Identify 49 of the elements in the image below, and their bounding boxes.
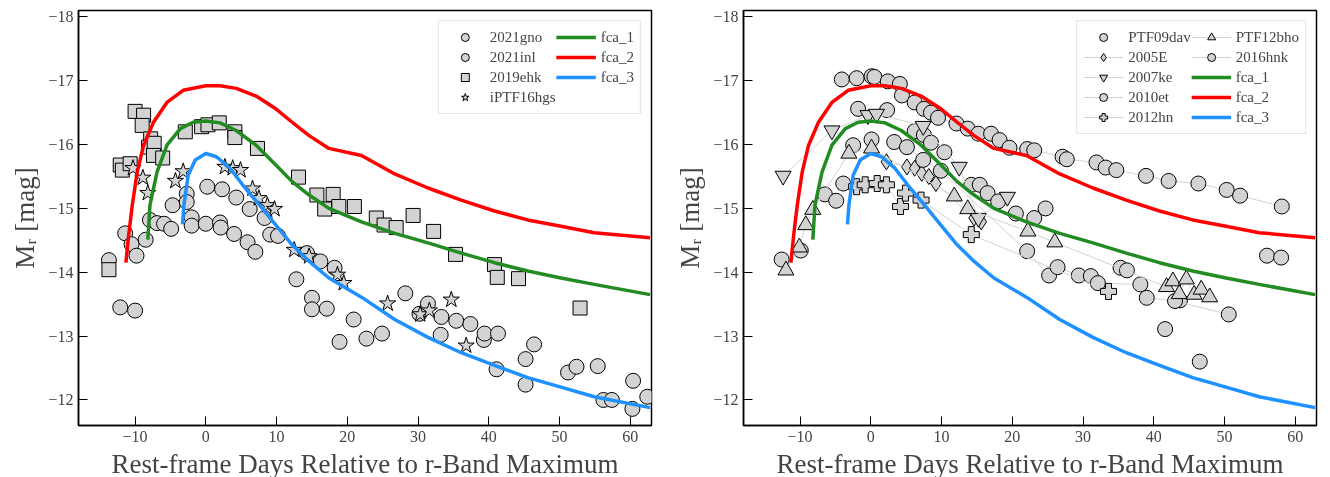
- legend-label: iPTF16hgs: [489, 88, 556, 106]
- y-tick-label: −16: [48, 136, 74, 154]
- y-tick-label: −14: [48, 263, 74, 281]
- x-tick-label: −10: [787, 427, 813, 445]
- x-tick-label: 40: [1145, 427, 1162, 445]
- legend-label: fca_3: [1235, 108, 1269, 126]
- x-tick-label: −10: [122, 427, 148, 445]
- legend-label: fca_1: [600, 28, 634, 46]
- legend-label: PTF09dav: [1128, 28, 1191, 46]
- y-tick-label: −17: [713, 72, 739, 90]
- x-tick-label: 0: [866, 427, 875, 445]
- x-tick-label: 50: [551, 427, 568, 445]
- legend-label: fca_3: [600, 68, 634, 86]
- y-axis-title: Mᵣ [mag]: [10, 167, 41, 269]
- y-tick-label: −14: [713, 263, 739, 281]
- x-tick-label: 30: [410, 427, 427, 445]
- x-tick-label: 50: [1216, 427, 1233, 445]
- legend-label: 2021inl: [489, 48, 536, 66]
- x-tick-label: 20: [339, 427, 356, 445]
- y-tick-label: −15: [713, 199, 739, 217]
- legend-label: 2010et: [1128, 88, 1169, 106]
- y-tick-label: −13: [713, 327, 739, 345]
- y-tick-label: −16: [713, 136, 739, 154]
- y-tick-label: −17: [48, 72, 74, 90]
- legend-label: fca_2: [600, 48, 634, 66]
- y-tick-label: −18: [48, 8, 74, 26]
- y-tick-label: −13: [48, 327, 74, 345]
- x-tick-label: 60: [1287, 427, 1304, 445]
- x-tick-label: 10: [933, 427, 950, 445]
- y-tick-label: −12: [713, 391, 739, 409]
- x-tick-label: 10: [268, 427, 285, 445]
- legend-label: 2021gno: [489, 28, 543, 46]
- x-tick-label: 30: [1075, 427, 1092, 445]
- x-tick-label: 20: [1004, 427, 1021, 445]
- x-tick-label: 0: [201, 427, 210, 445]
- legend-label: 2012hn: [1128, 108, 1174, 126]
- y-tick-label: −18: [713, 8, 739, 26]
- legend-label: 2007ke: [1128, 68, 1173, 86]
- legend-label: PTF12bho: [1235, 28, 1299, 46]
- y-tick-label: −12: [48, 391, 74, 409]
- x-tick-label: 40: [480, 427, 497, 445]
- x-tick-label: 60: [622, 427, 639, 445]
- legend-label: fca_1: [1235, 68, 1269, 86]
- legend-label: fca_2: [1235, 88, 1269, 106]
- legend-label: 2005E: [1128, 48, 1168, 66]
- y-tick-label: −15: [48, 199, 74, 217]
- legend-label: 2016hnk: [1235, 48, 1289, 66]
- legend-label: 2019ehk: [489, 68, 542, 86]
- y-axis-title: Mᵣ [mag]: [675, 167, 706, 269]
